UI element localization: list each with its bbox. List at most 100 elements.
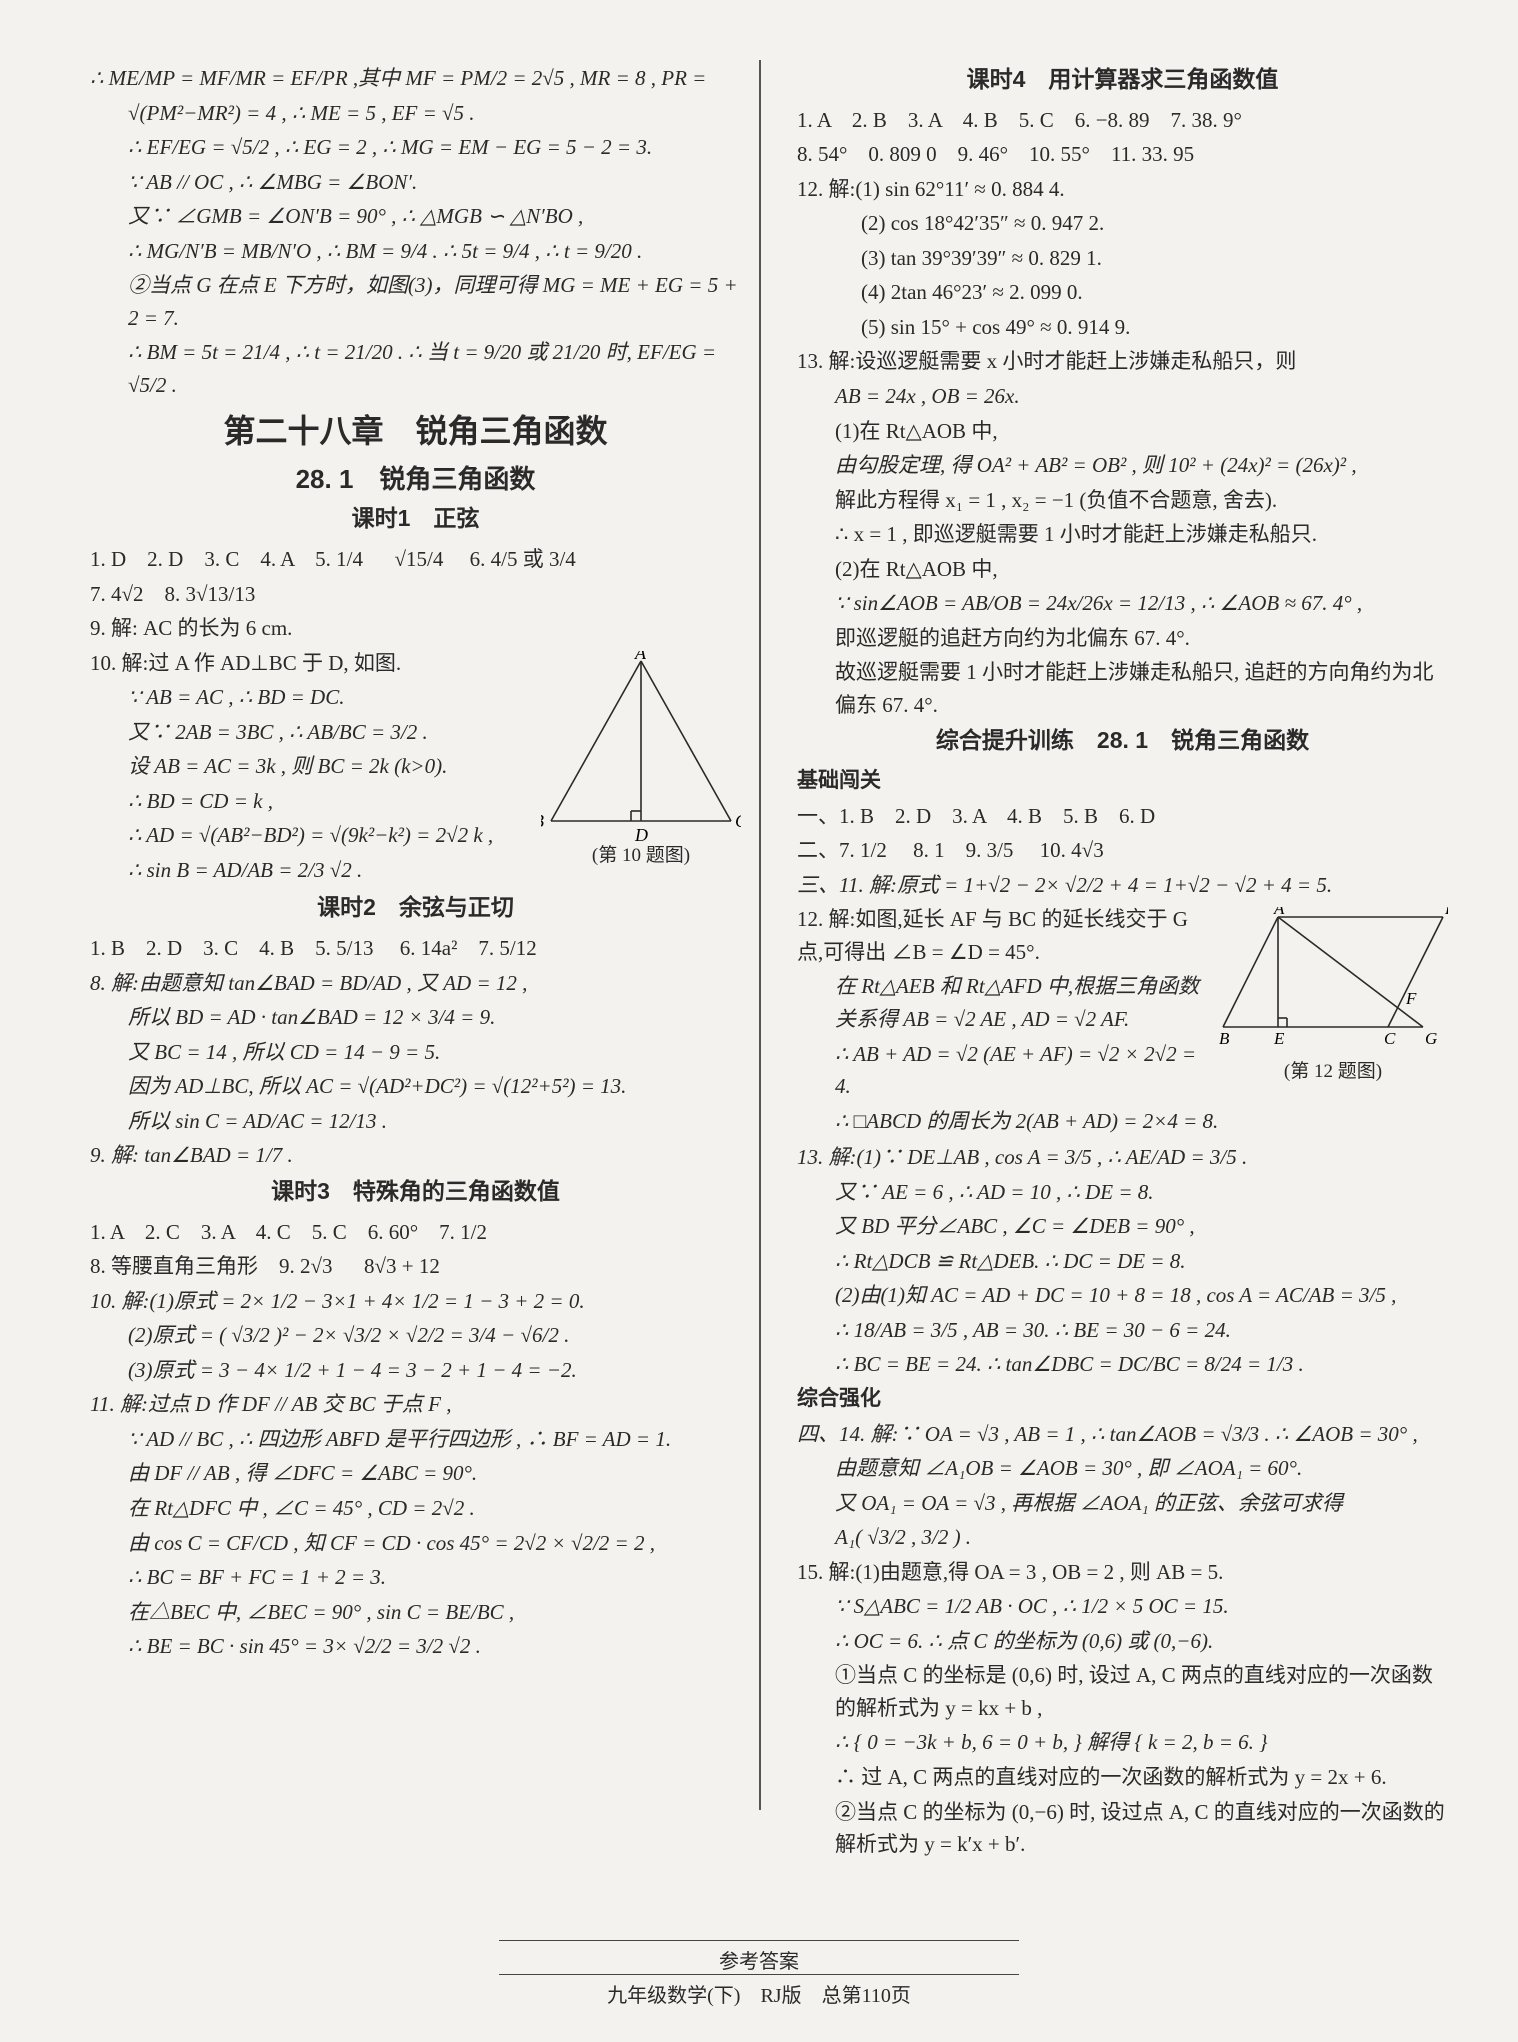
q15-line: ∴ OC = 6. ∴ 点 C 的坐标为 (0,6) 或 (0,−6). (797, 1625, 1448, 1658)
right-column: 课时4 用计算器求三角函数值 1. A 2. B 3. A 4. B 5. C … (769, 60, 1448, 1930)
svg-text:C: C (735, 811, 741, 831)
figure-12: A D B C E G F (第 12 题图) (1218, 907, 1448, 1086)
svg-text:C: C (1384, 1029, 1396, 1048)
q11-line: 11. 解:过点 D 作 DF // AB 交 BC 于点 F , (90, 1388, 741, 1421)
q13-line: ∴ x = 1 , 即巡逻艇需要 1 小时才能赶上涉嫌走私船只. (797, 518, 1448, 551)
q11-line: ∴ BC = BF + FC = 1 + 2 = 3. (90, 1561, 741, 1594)
footer-rule (499, 1940, 1019, 1941)
figure-caption: (第 10 题图) (592, 845, 690, 866)
q9-line: 9. 解: tan∠BAD = 1/7 . (90, 1139, 741, 1172)
svg-text:E: E (1273, 1029, 1285, 1048)
q14-line: A₁( √3/2 , 3/2 ) . (797, 1521, 1448, 1554)
svg-text:G: G (1425, 1029, 1437, 1048)
svg-text:B: B (541, 811, 544, 831)
q12-line: (3) tan 39°39′39″ ≈ 0. 829 1. (797, 242, 1448, 275)
q13-line: 故巡逻艇需要 1 小时才能赶上涉嫌走私船只, 追赶的方向角约为北偏东 67. 4… (797, 656, 1448, 721)
q11-line: 三、11. 解:原式 = 1+√2 − 2× √2/2 + 4 = 1+√2 −… (797, 869, 1448, 902)
footer-rule (499, 1974, 1019, 1975)
q12-line: 12. 解:(1) sin 62°11′ ≈ 0. 884 4. (797, 173, 1448, 206)
q14-line: 四、14. 解:∵ OA = √3 , AB = 1 , ∴ tan∠AOB =… (797, 1418, 1448, 1451)
svg-text:A: A (1273, 907, 1285, 918)
footer-line-2: 九年级数学(下) RJ版 总第110页 (0, 1979, 1518, 2008)
q11-line: ∵ AD // BC , ∴ 四边形 ABFD 是平行四边形 , ∴ BF = … (90, 1423, 741, 1456)
q12-line: (2) cos 18°42′35″ ≈ 0. 947 2. (797, 207, 1448, 240)
answer-row: 7. 4√2 8. 3√13/13 (90, 578, 741, 611)
lesson-title: 课时2 余弦与正切 (90, 890, 741, 926)
footer-line-1: 参考答案 (0, 1945, 1518, 1974)
answer-row: 9. 解: AC 的长为 6 cm. (90, 612, 741, 645)
figure-10: A B C D (第 10 题图) (541, 651, 741, 870)
q13-line: 即巡逻艇的追赶方向约为北偏东 67. 4°. (797, 622, 1448, 655)
q11-line: 由 DF // AB , 得 ∠DFC = ∠ABC = 90°. (90, 1457, 741, 1490)
q15-line: ∴ 过 A, C 两点的直线对应的一次函数的解析式为 y = 2x + 6. (797, 1761, 1448, 1794)
answer-row: 1. A 2. B 3. A 4. B 5. C 6. −8. 89 7. 38… (797, 104, 1448, 137)
q11-line: 在△BEC 中, ∠BEC = 90° , sin C = BE/BC , (90, 1596, 741, 1629)
svg-text:B: B (1219, 1029, 1230, 1048)
q13-line: 又 BD 平分∠ABC , ∠C = ∠DEB = 90° , (797, 1210, 1448, 1243)
answer-row: 1. A 2. C 3. A 4. C 5. C 6. 60° 7. 1/2 (90, 1216, 741, 1249)
pre-line: ②当点 G 在点 E 下方时，如图(3)，同理可得 MG = ME + EG =… (90, 269, 741, 334)
q13-line: (1)在 Rt△AOB 中, (797, 415, 1448, 448)
q8-line: 所以 BD = AD · tan∠BAD = 12 × 3/4 = 9. (90, 1001, 741, 1034)
columns: ∴ ME/MP = MF/MR = EF/PR ,其中 MF = PM/2 = … (0, 0, 1518, 1930)
q13-line: (2)由(1)知 AC = AD + DC = 10 + 8 = 18 , co… (797, 1279, 1448, 1312)
q13-line: ∴ 18/AB = 3/5 , AB = 30. ∴ BE = 30 − 6 =… (797, 1314, 1448, 1347)
answer-row: 一、1. B 2. D 3. A 4. B 5. B 6. D (797, 800, 1448, 833)
pre-line: ∴ ME/MP = MF/MR = EF/PR ,其中 MF = PM/2 = … (90, 62, 741, 95)
pre-line: ∵ AB // OC , ∴ ∠MBG = ∠BON′. (90, 166, 741, 199)
subsection-title: 基础闯关 (797, 765, 1448, 798)
svg-text:F: F (1405, 989, 1417, 1008)
pre-line: ∴ EF/EG = √5/2 , ∴ EG = 2 , ∴ MG = EM − … (90, 131, 741, 164)
chapter-title: 第二十八章 锐角三角函数 (90, 407, 741, 457)
q13-line: AB = 24x , OB = 26x. (797, 380, 1448, 413)
q8-line: 又 BC = 14 , 所以 CD = 14 − 9 = 5. (90, 1036, 741, 1069)
q14-line: 又 OA₁ = OA = √3 , 再根据 ∠AOA₁ 的正弦、余弦可求得 (797, 1487, 1448, 1520)
q12-line: (5) sin 15° + cos 49° ≈ 0. 914 9. (797, 311, 1448, 344)
q11-line: ∴ BE = BC · sin 45° = 3× √2/2 = 3/2 √2 . (90, 1630, 741, 1663)
svg-text:D: D (634, 825, 648, 841)
q15-line: ①当点 C 的坐标是 (0,6) 时, 设过 A, C 两点的直线对应的一次函数… (797, 1659, 1448, 1724)
q14-line: 由题意知 ∠A₁OB = ∠AOB = 30° , 即 ∠AOA₁ = 60°. (797, 1452, 1448, 1485)
q13-line: ∴ BC = BE = 24. ∴ tan∠DBC = DC/BC = 8/24… (797, 1348, 1448, 1381)
q8-line: 8. 解:由题意知 tan∠BAD = BD/AD , 又 AD = 12 , (90, 967, 741, 1000)
svg-text:A: A (634, 651, 647, 663)
column-divider (759, 60, 761, 1810)
q12-line: ∴ □ABCD 的周长为 2(AB + AD) = 2×4 = 8. (797, 1105, 1448, 1138)
section-title: 综合提升训练 28. 1 锐角三角函数 (797, 723, 1448, 759)
pre-line: ∴ MG/N′B = MB/N′O , ∴ BM = 9/4 . ∴ 5t = … (90, 235, 741, 268)
q10-line: (2)原式 = ( √3/2 )² − 2× √3/2 × √2/2 = 3/4… (90, 1319, 741, 1352)
pre-line: √(PM²−MR²) = 4 , ∴ ME = 5 , EF = √5 . (90, 97, 741, 130)
q15-line: ∴ { 0 = −3k + b, 6 = 0 + b, } 解得 { k = 2… (797, 1726, 1448, 1759)
parallelogram-icon: A D B C E G F (1218, 907, 1448, 1057)
figure-caption: (第 12 题图) (1284, 1061, 1382, 1082)
q10-line: 10. 解:(1)原式 = 2× 1/2 − 3×1 + 4× 1/2 = 1 … (90, 1285, 741, 1318)
subsection-title: 综合强化 (797, 1383, 1448, 1416)
q13-line: 13. 解:设巡逻艇需要 x 小时才能赶上涉嫌走私船只，则 (797, 345, 1448, 378)
answer-row: 二、7. 1/2 8. 1 9. 3/5 10. 4√3 (797, 834, 1448, 867)
q13-line: 13. 解:(1)∵ DE⊥AB , cos A = 3/5 , ∴ AE/AD… (797, 1141, 1448, 1174)
section-title: 28. 1 锐角三角函数 (90, 459, 741, 499)
q8-line: 所以 sin C = AD/AC = 12/13 . (90, 1105, 741, 1138)
q15-line: ②当点 C 的坐标为 (0,−6) 时, 设过点 A, C 的直线对应的一次函数… (797, 1796, 1448, 1861)
q12-line: (4) 2tan 46°23′ ≈ 2. 099 0. (797, 276, 1448, 309)
svg-text:D: D (1444, 907, 1448, 918)
q8-line: 因为 AD⊥BC, 所以 AC = √(AD²+DC²) = √(12²+5²)… (90, 1070, 741, 1103)
lesson-title: 课时1 正弦 (90, 501, 741, 537)
page: ∴ ME/MP = MF/MR = EF/PR ,其中 MF = PM/2 = … (0, 0, 1518, 2042)
q13-line: ∵ sin∠AOB = AB/OB = 24x/26x = 12/13 , ∴ … (797, 587, 1448, 620)
q11-line: 在 Rt△DFC 中 , ∠C = 45° , CD = 2√2 . (90, 1492, 741, 1525)
triangle-icon: A B C D (541, 651, 741, 841)
q13-line: 又∵ AE = 6 , ∴ AD = 10 , ∴ DE = 8. (797, 1176, 1448, 1209)
lesson-title: 课时3 特殊角的三角函数值 (90, 1174, 741, 1210)
lesson-title: 课时4 用计算器求三角函数值 (797, 62, 1448, 98)
pre-line: 又∵ ∠GMB = ∠ON′B = 90° , ∴ △MGB ∽ △N′BO , (90, 200, 741, 233)
q13-line: (2)在 Rt△AOB 中, (797, 553, 1448, 586)
q13-line: ∴ Rt△DCB ≌ Rt△DEB. ∴ DC = DE = 8. (797, 1245, 1448, 1278)
answer-row: 1. B 2. D 3. C 4. B 5. 5/13 6. 14a² 7. 5… (90, 932, 741, 965)
q13-line: 解此方程得 x₁ = 1 , x₂ = −1 (负值不合题意, 舍去). (797, 484, 1448, 517)
pre-line: ∴ BM = 5t = 21/4 , ∴ t = 21/20 . ∴ 当 t =… (90, 336, 741, 401)
page-footer: 参考答案 九年级数学(下) RJ版 总第110页 (0, 1940, 1518, 2008)
answer-row: 8. 54° 0. 809 0 9. 46° 10. 55° 11. 33. 9… (797, 138, 1448, 171)
q13-line: 由勾股定理, 得 OA² + AB² = OB² , 则 10² + (24x)… (797, 449, 1448, 482)
q15-line: 15. 解:(1)由题意,得 OA = 3 , OB = 2 , 则 AB = … (797, 1556, 1448, 1589)
